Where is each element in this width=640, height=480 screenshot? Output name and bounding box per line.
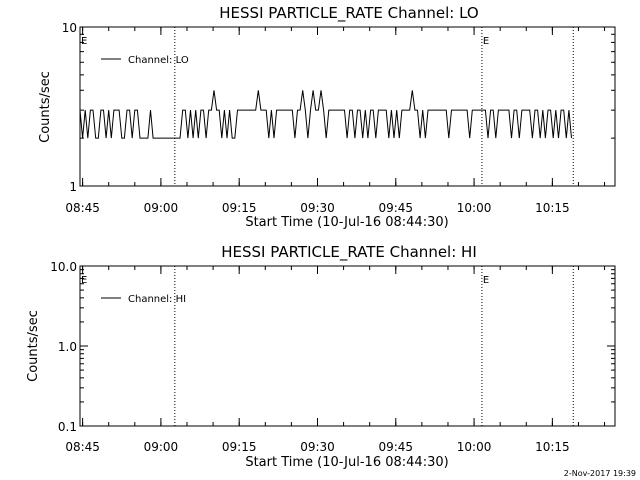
hi-x-tick-label: 09:45: [378, 440, 413, 454]
lo-start-marker-label: E: [81, 36, 87, 47]
hi-legend-label: Channel: HI: [128, 294, 186, 305]
hi-x-tick-label: 09:00: [144, 440, 179, 454]
hi-x-tick-label: 10:15: [535, 440, 570, 454]
lo-x-tick-label: 09:45: [378, 201, 413, 215]
footer-timestamp: 2-Nov-2017 19:39: [564, 469, 636, 478]
lo-y-tick-label: 10: [62, 21, 77, 35]
lo-x-tick-label: 09:30: [300, 201, 335, 215]
hi-legend: Channel: HI: [101, 294, 186, 305]
lo-x-axis-label: Start Time (10-Jul-16 08:44:30): [245, 215, 448, 230]
lo-x-tick-label: 08:45: [65, 201, 100, 215]
lo-y-tick-label: 1: [69, 180, 77, 194]
lo-axis-ticks: [80, 26, 615, 187]
lo-y-tick-labels: 1 10: [62, 21, 77, 194]
hi-plot-frame: [79, 265, 616, 427]
lo-series-channel-lo: [79, 90, 572, 139]
hi-chart: HESSI PARTICLE_RATE Channel: HI Counts/s…: [26, 243, 616, 470]
hi-y-tick-label: 10.0: [50, 260, 77, 274]
hi-axis-ticks: [80, 265, 615, 427]
lo-x-tick-labels: 08:45 09:00 09:15 09:30 09:45 10:00 10:15: [65, 201, 569, 215]
hi-x-tick-label: 09:30: [300, 440, 335, 454]
lo-event-marker-label: E: [483, 36, 489, 47]
hi-y-tick-labels: 0.1 1.0 10.0: [50, 260, 77, 434]
lo-chart-title: HESSI PARTICLE_RATE Channel: LO: [219, 4, 478, 23]
hi-start-marker-label: E: [81, 275, 87, 286]
hi-event-marker-label: E: [483, 275, 489, 286]
hi-y-tick-label: 0.1: [58, 420, 77, 434]
lo-x-tick-label: 09:00: [144, 201, 179, 215]
lo-plot-frame: [79, 26, 616, 187]
hi-x-tick-label: 10:00: [457, 440, 492, 454]
lo-x-tick-label: 09:15: [222, 201, 257, 215]
lo-x-tick-label: 10:00: [457, 201, 492, 215]
lo-legend-label: Channel: LO: [128, 55, 189, 66]
hi-x-tick-label: 09:15: [222, 440, 257, 454]
hi-y-axis-label: Counts/sec: [26, 310, 41, 382]
lo-legend: Channel: LO: [101, 55, 189, 66]
lo-chart: HESSI PARTICLE_RATE Channel: LO Counts/s…: [38, 4, 616, 230]
hi-x-axis-label: Start Time (10-Jul-16 08:44:30): [245, 455, 448, 470]
hi-chart-title: HESSI PARTICLE_RATE Channel: HI: [221, 243, 477, 262]
hi-x-tick-label: 08:45: [65, 440, 100, 454]
lo-series-line: [79, 90, 572, 139]
hi-x-tick-labels: 08:45 09:00 09:15 09:30 09:45 10:00 10:15: [65, 440, 569, 454]
lo-x-tick-label: 10:15: [535, 201, 570, 215]
hi-y-tick-label: 1.0: [58, 340, 77, 354]
lo-y-axis-label: Counts/sec: [38, 71, 53, 143]
